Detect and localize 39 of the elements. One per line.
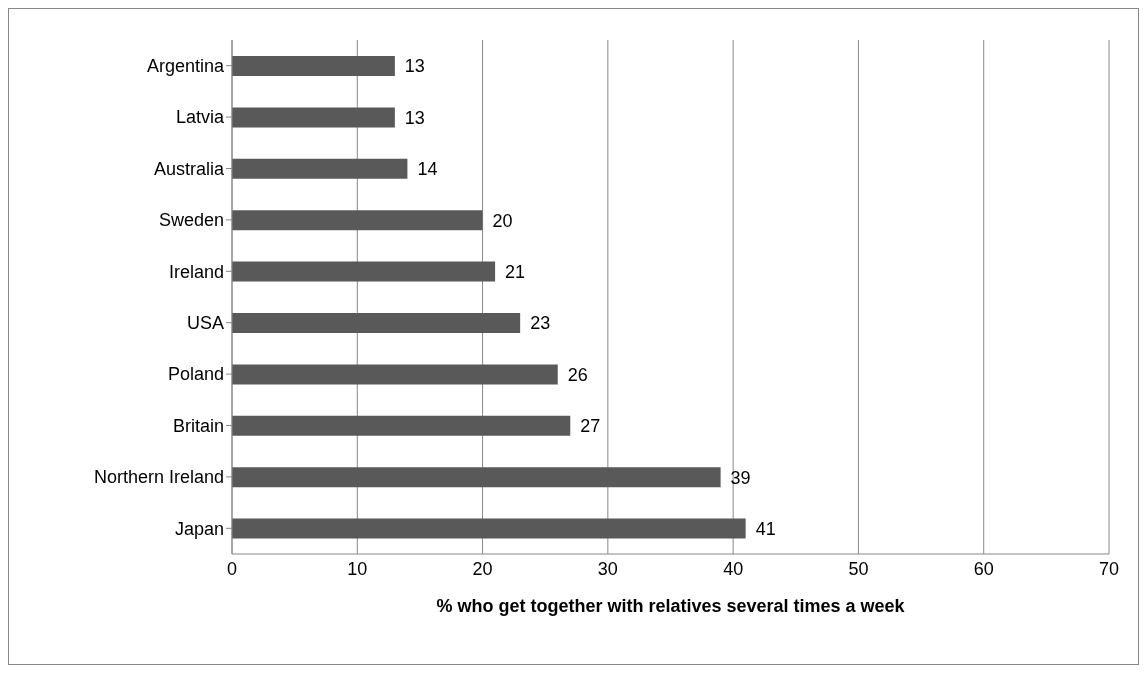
x-axis-title: % who get together with relatives several times a week: [436, 596, 906, 616]
y-tick-label: Ireland: [168, 261, 224, 282]
data-label: 20: [492, 210, 513, 231]
x-tick-label: 0: [226, 558, 238, 579]
data-label: 21: [505, 261, 526, 282]
x-tick-label: 30: [597, 558, 618, 579]
bar: [232, 313, 521, 333]
data-label: 41: [755, 518, 776, 539]
bar: [232, 158, 408, 179]
bar: [232, 467, 721, 488]
y-tick-label: Australia: [153, 158, 225, 179]
y-tick-label: Argentina: [146, 56, 225, 77]
data-label: 26: [567, 364, 588, 385]
bar: [232, 518, 746, 539]
x-tick-label: 70: [1098, 558, 1120, 579]
x-tick-label: 20: [472, 558, 493, 579]
data-label: 13: [404, 56, 425, 77]
bar: [232, 210, 483, 231]
y-tick-label: Latvia: [175, 107, 225, 128]
bar: [232, 415, 571, 436]
data-label: 14: [417, 159, 438, 180]
bar: [232, 107, 395, 128]
y-tick-label: Britain: [172, 415, 224, 436]
x-tick-label: 10: [347, 558, 368, 579]
y-tick-label: Japan: [174, 518, 224, 539]
bar: [232, 364, 558, 385]
y-tick-label: Northern Ireland: [93, 467, 224, 488]
y-tick-label: Poland: [167, 364, 224, 385]
data-label: 23: [530, 313, 551, 334]
data-label: 39: [730, 467, 751, 488]
bar: [232, 56, 395, 76]
x-tick-label: 60: [973, 558, 994, 579]
x-tick-label: 50: [848, 558, 869, 579]
y-tick-label: USA: [186, 313, 224, 334]
data-label: 27: [580, 416, 601, 437]
y-tick-label: Sweden: [158, 210, 224, 231]
x-tick-label: 40: [723, 558, 744, 579]
bar: [232, 261, 496, 282]
data-label: 13: [404, 107, 425, 128]
